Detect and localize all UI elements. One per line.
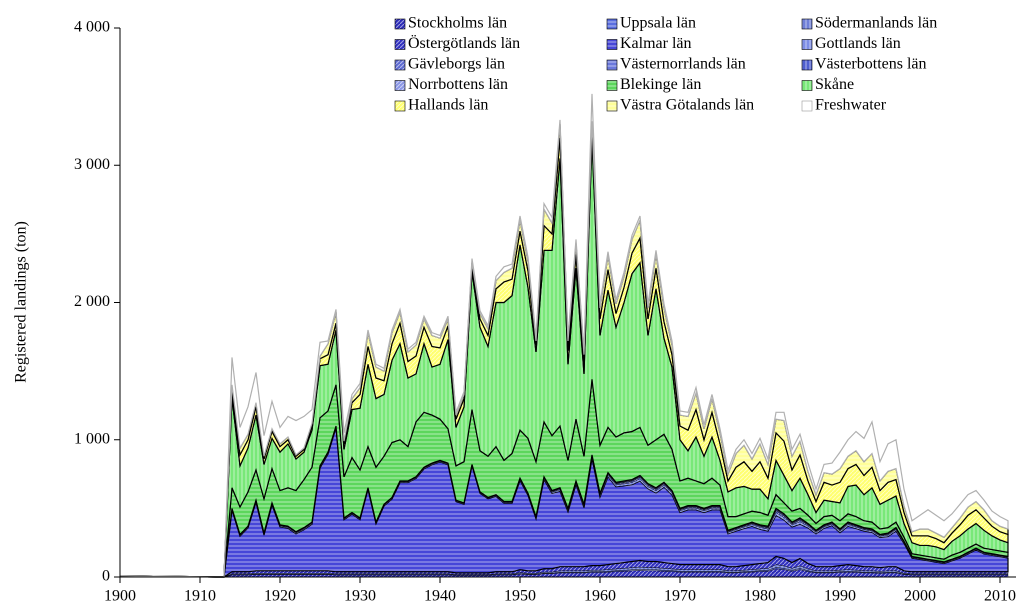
legend: Stockholms län Uppsala län Södermanlands l…: [394, 15, 937, 114]
x-tick-label: 1950: [504, 588, 536, 605]
legend-swatch: [394, 100, 406, 112]
legend-swatch: [606, 59, 618, 71]
area: [119, 93, 1009, 578]
x-tick-label: 1980: [744, 588, 776, 605]
legend-label: Gävleborgs län: [408, 56, 505, 73]
legend-swatch: [801, 59, 813, 71]
legend-swatch: [394, 59, 406, 71]
x-tick-label: 2000: [904, 588, 936, 605]
y-tick-label: 3 000: [74, 156, 110, 173]
legend-swatch: [394, 39, 406, 50]
legend-swatch: [801, 39, 813, 50]
legend-label: Hallands län: [408, 97, 488, 114]
legend-label: Kalmar län: [620, 35, 692, 52]
legend-swatch: [394, 18, 406, 30]
legend-label: Norrbottens län: [408, 76, 508, 93]
x-tick-label: 1960: [584, 588, 616, 605]
legend-swatch: [606, 39, 618, 50]
x-tick-label: 1910: [184, 588, 216, 605]
x-tick-label: 1990: [824, 588, 856, 605]
x-tick-label: 1930: [344, 588, 376, 605]
x-tick-label: 1900: [104, 588, 136, 605]
x-tick-label: 2010: [984, 588, 1016, 605]
legend-label: Stockholms län: [408, 15, 507, 32]
legend-swatch: [606, 100, 618, 112]
x-tick-label: 1970: [664, 588, 696, 605]
x-tick-label: 1920: [264, 588, 296, 605]
legend-swatch: [606, 80, 618, 91]
y-tick-label: 4 000: [74, 19, 110, 36]
legend-label: Södermanlands län: [815, 15, 937, 32]
legend-swatch: [606, 18, 618, 30]
legend-label: Östergötlands län: [408, 34, 520, 52]
legend-swatch: [801, 18, 813, 30]
legend-label: Västernorrlands län: [620, 56, 746, 73]
y-tick-label: 2 000: [74, 293, 110, 310]
legend-label: Västra Götalands län: [620, 97, 754, 114]
legend-label: Skåne: [815, 76, 854, 93]
legend-label: Gottlands län: [815, 35, 901, 52]
y-tick-label: 0: [102, 568, 110, 585]
y-tick-label: 1 000: [74, 430, 110, 447]
legend-label: Blekinge län: [620, 76, 701, 93]
legend-swatch: [394, 80, 406, 91]
legend-label: Freshwater: [815, 97, 887, 114]
y-axis-label: Registered landings (ton): [13, 221, 30, 383]
legend-swatch: [801, 80, 813, 91]
legend-label: Uppsala län: [620, 15, 696, 32]
x-tick-label: 1940: [424, 588, 456, 605]
legend-swatch: [801, 100, 813, 112]
legend-label: Västerbottens län: [815, 56, 927, 73]
